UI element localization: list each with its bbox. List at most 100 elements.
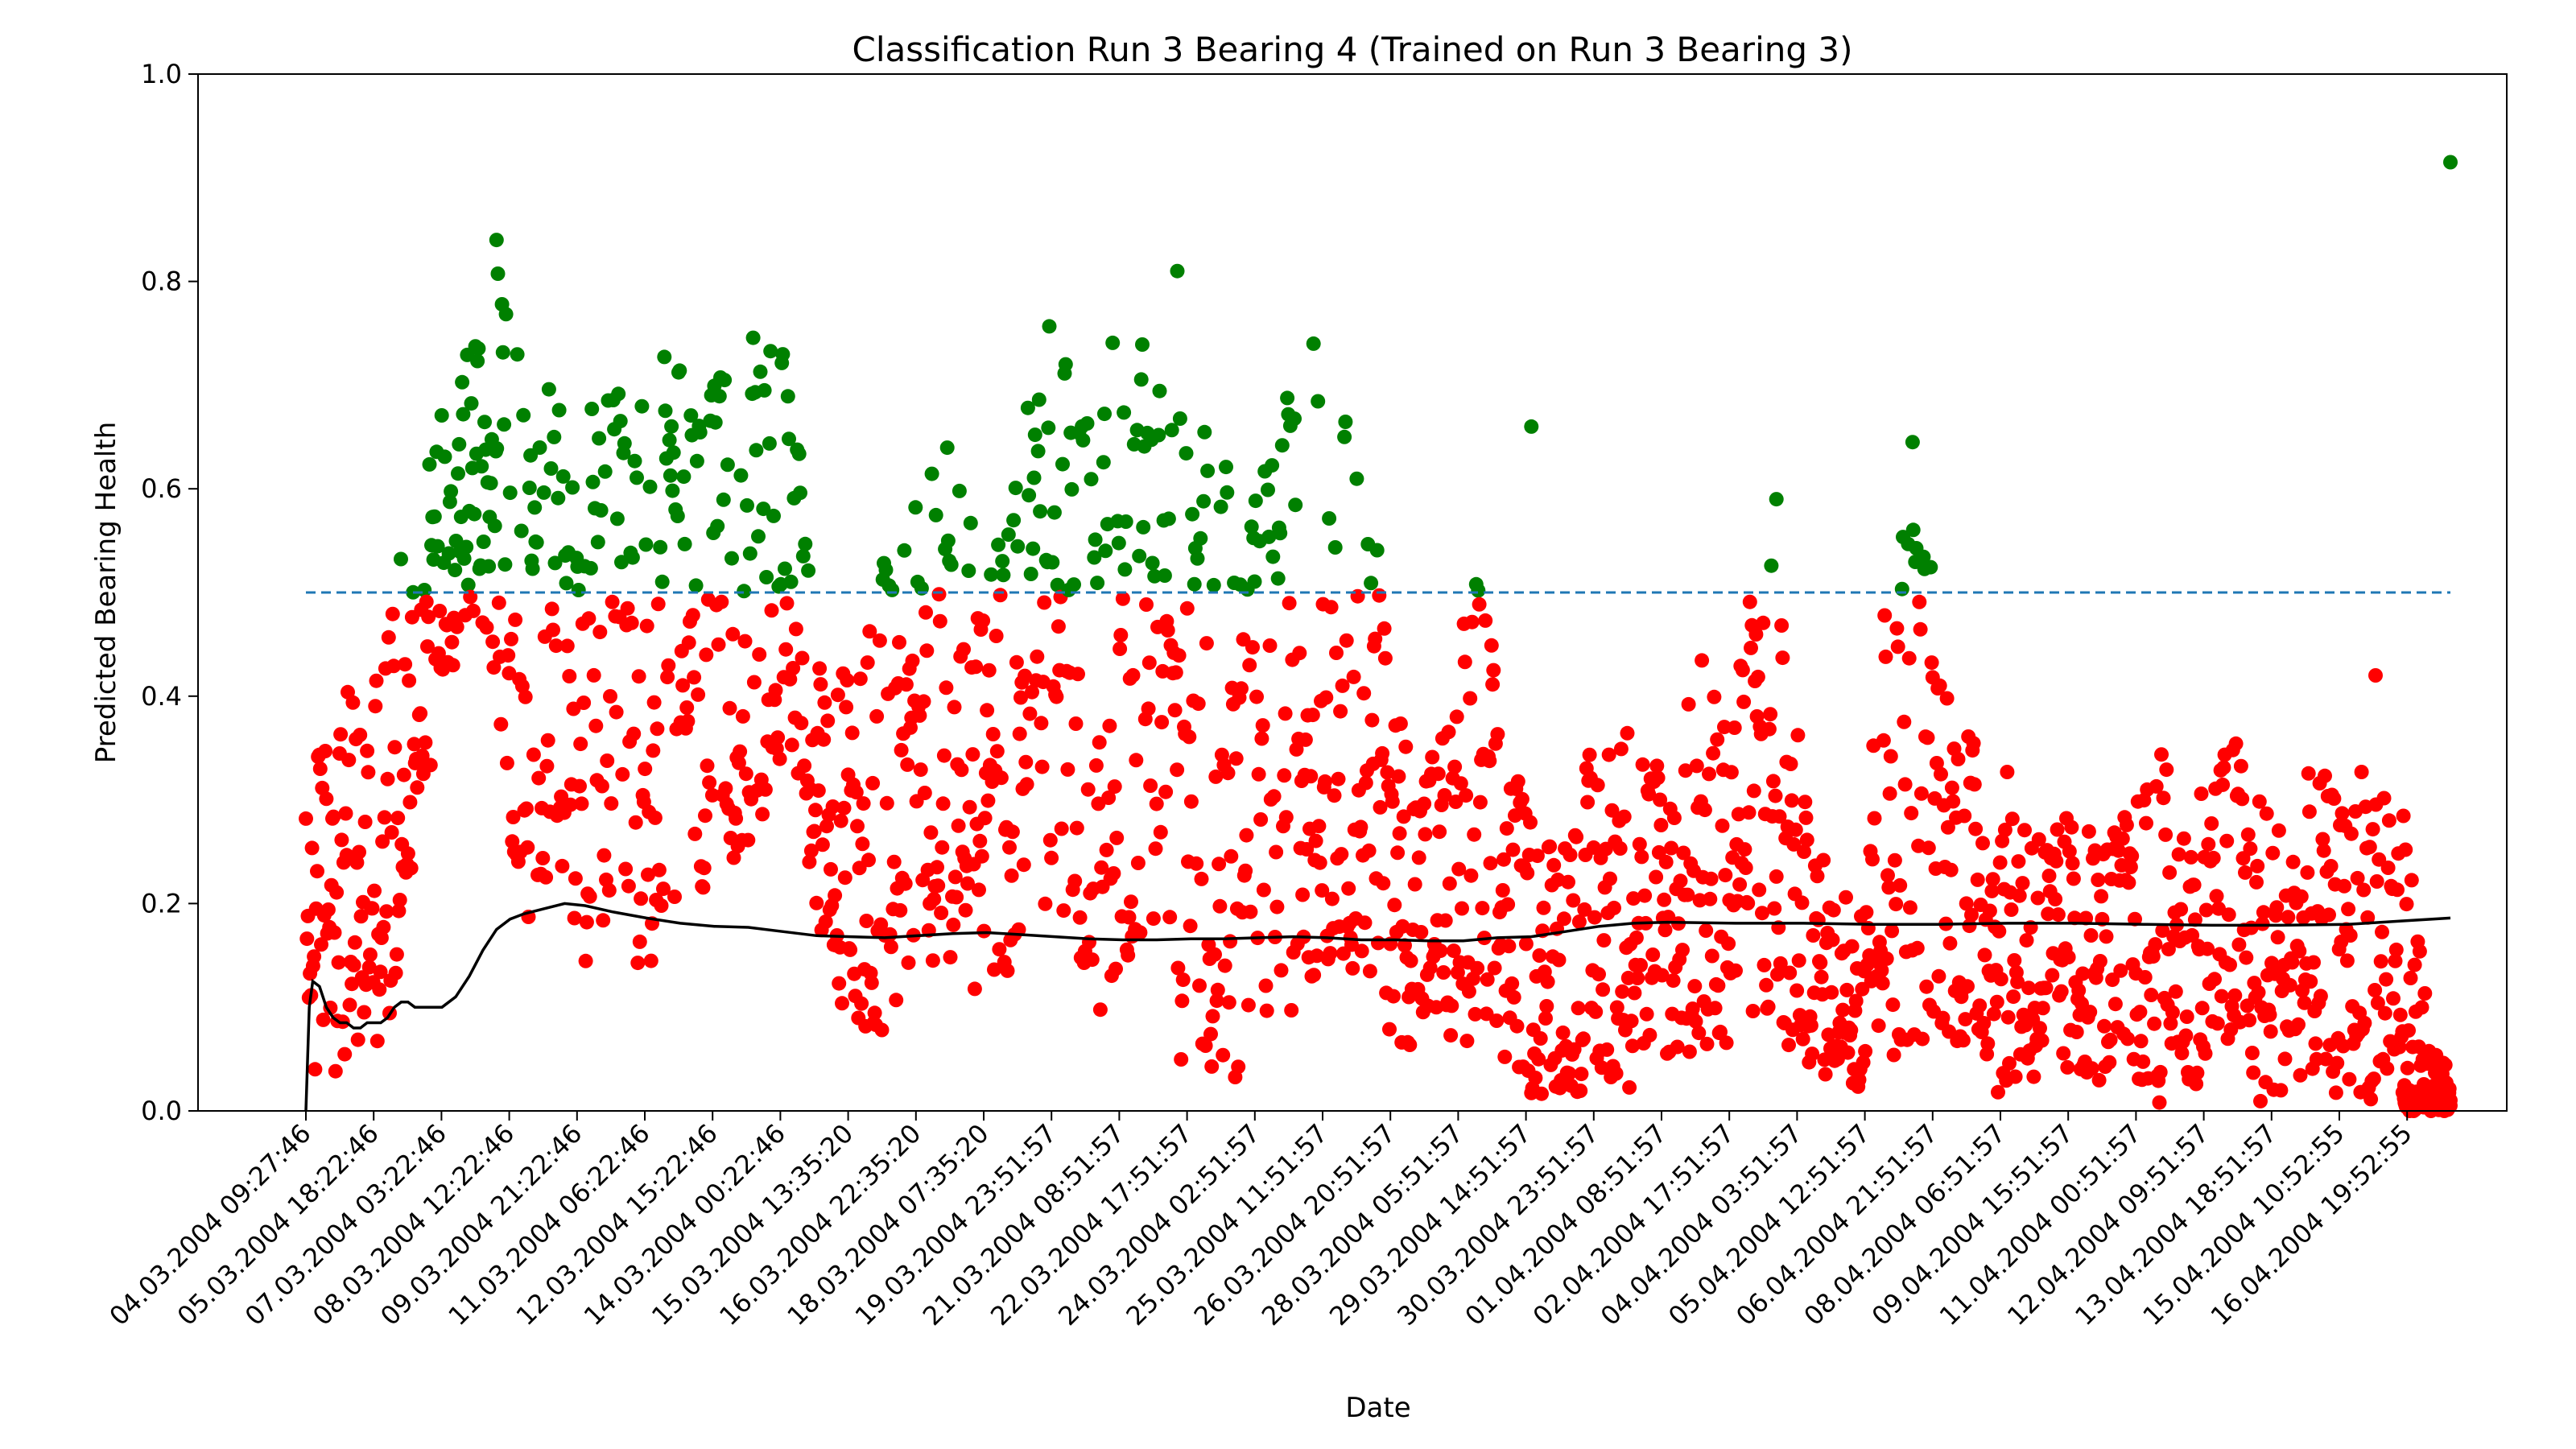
faulty-point (1303, 769, 1319, 784)
healthy-point (996, 568, 1011, 583)
faulty-point (738, 766, 753, 782)
faulty-point (947, 869, 963, 885)
faulty-point (898, 677, 914, 692)
faulty-point (1540, 974, 1555, 989)
faulty-point (913, 762, 928, 778)
faulty-point (1955, 1033, 1971, 1048)
faulty-point (1536, 900, 1551, 915)
faulty-point (372, 982, 387, 997)
faulty-point (1835, 1002, 1851, 1018)
faulty-point (361, 960, 377, 975)
healthy-point (1220, 485, 1235, 500)
faulty-point (1396, 809, 1411, 824)
faulty-point (1130, 856, 1146, 870)
faulty-point (1886, 1047, 1901, 1063)
healthy-point (1090, 576, 1105, 591)
faulty-point (1629, 930, 1644, 945)
faulty-point (1825, 932, 1840, 947)
faulty-point (812, 661, 828, 676)
faulty-point (1744, 640, 1758, 655)
faulty-point (1238, 863, 1253, 878)
faulty-point (1951, 752, 1966, 766)
faulty-point (1699, 1036, 1715, 1051)
faulty-point (2221, 907, 2236, 923)
faulty-point (403, 861, 419, 876)
faulty-point (993, 770, 1009, 786)
faulty-point (1711, 978, 1726, 993)
faulty-point (2292, 943, 2307, 959)
faulty-point (1203, 1026, 1218, 1042)
faulty-point (2045, 968, 2060, 983)
faulty-point (1871, 1018, 1886, 1034)
healthy-point (522, 481, 537, 495)
healthy-point (1905, 435, 1920, 450)
faulty-point (968, 659, 984, 675)
faulty-point (1594, 1060, 1609, 1075)
faulty-point (491, 595, 506, 610)
healthy-point (1200, 463, 1216, 478)
faulty-point (2145, 949, 2161, 964)
faulty-point (299, 931, 315, 947)
faulty-point (1292, 646, 1307, 661)
faulty-point (327, 925, 342, 940)
faulty-point (597, 848, 612, 863)
healthy-point (1006, 513, 1022, 528)
faulty-point (1437, 788, 1452, 803)
faulty-point (892, 634, 906, 650)
faulty-point (1658, 854, 1674, 869)
faulty-point (1586, 840, 1601, 855)
faulty-point (2132, 1005, 2148, 1020)
faulty-point (1993, 972, 2008, 987)
faulty-point (1745, 1004, 1761, 1018)
healthy-point (634, 398, 650, 414)
faulty-point (1942, 935, 1958, 951)
faulty-point (1361, 843, 1377, 858)
faulty-point (1976, 1016, 1992, 1030)
faulty-point (869, 708, 885, 724)
faulty-point (581, 611, 597, 626)
faulty-point (1056, 903, 1071, 919)
faulty-point (1626, 891, 1641, 906)
faulty-point (304, 840, 320, 856)
faulty-point (1425, 749, 1440, 765)
healthy-point (1117, 405, 1132, 420)
faulty-point (2111, 843, 2126, 858)
faulty-point (1759, 977, 1774, 993)
faulty-point (643, 953, 658, 968)
faulty-point (1915, 1031, 1930, 1046)
faulty-point (320, 902, 336, 917)
faulty-point (1874, 963, 1889, 978)
faulty-point (2400, 1060, 2415, 1075)
faulty-point (2388, 942, 2404, 957)
faulty-point (1601, 747, 1616, 762)
y-tick-label: 0.4 (141, 681, 182, 712)
faulty-point (809, 895, 824, 910)
faulty-point (1341, 881, 1356, 896)
faulty-point (2033, 1021, 2047, 1036)
faulty-point (1765, 774, 1781, 789)
healthy-point (1033, 504, 1048, 519)
faulty-point (2194, 1001, 2210, 1016)
faulty-point (2366, 1071, 2381, 1087)
faulty-point (1852, 1072, 1867, 1088)
faulty-point (373, 964, 388, 980)
faulty-point (385, 606, 400, 621)
faulty-point (1533, 1031, 1548, 1046)
faulty-point (1256, 882, 1271, 898)
faulty-point (1312, 855, 1327, 870)
healthy-point (1105, 335, 1121, 350)
faulty-point (2147, 1016, 2162, 1031)
faulty-point (1022, 706, 1038, 721)
y-tick-label: 0.6 (141, 473, 182, 504)
faulty-point (1377, 621, 1392, 636)
faulty-point (718, 781, 733, 796)
faulty-point (1467, 827, 1482, 842)
faulty-point (1386, 989, 1401, 1004)
healthy-point (474, 459, 489, 474)
healthy-point (716, 492, 731, 507)
healthy-point (766, 508, 781, 523)
faulty-point (1986, 1006, 2001, 1022)
faulty-point (1148, 841, 1163, 857)
faulty-point (1092, 1002, 1108, 1018)
faulty-point (410, 780, 425, 795)
